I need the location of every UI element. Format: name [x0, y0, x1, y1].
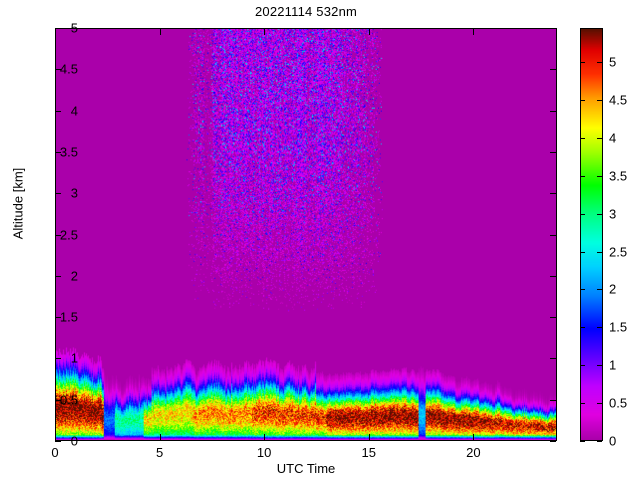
y-tick-label: 3.5 — [59, 144, 78, 160]
heatmap-plot-area — [55, 28, 557, 441]
y-tick-label: 2 — [70, 268, 78, 284]
colorbar-tick-mark-left — [580, 176, 585, 177]
y-tick-label: 1 — [70, 350, 78, 366]
y-tick-mark — [55, 69, 61, 70]
y-tick-mark-right — [550, 358, 556, 359]
y-tick-mark — [55, 358, 61, 359]
colorbar-tick-label: 0.5 — [609, 395, 628, 411]
y-tick-mark — [55, 235, 61, 236]
y-axis-label: Altitude [km] — [10, 167, 26, 240]
colorbar-tick-mark-right — [597, 214, 602, 215]
y-tick-label: 3 — [70, 185, 78, 201]
colorbar-tick-label: 5 — [609, 54, 617, 70]
colorbar-tick-mark-right — [597, 403, 602, 404]
y-tick-mark — [55, 400, 61, 401]
x-tick-label: 5 — [155, 445, 164, 460]
y-tick-label: 0 — [70, 433, 78, 449]
y-tick-mark-right — [550, 152, 556, 153]
y-tick-mark-right — [550, 111, 556, 112]
colorbar-tick-mark-left — [580, 365, 585, 366]
x-tick-mark-top — [264, 29, 265, 35]
x-tick-mark-top — [55, 29, 56, 35]
x-tick-label: 10 — [256, 445, 272, 460]
colorbar-tick-mark-left — [580, 214, 585, 215]
y-tick-mark — [55, 28, 61, 29]
y-tick-mark — [55, 111, 61, 112]
colorbar-tick-label: 3 — [609, 206, 617, 222]
colorbar-tick-mark-left — [580, 327, 585, 328]
y-tick-mark — [55, 193, 61, 194]
colorbar-tick-mark-left — [580, 441, 585, 442]
colorbar-tick-mark-right — [597, 252, 602, 253]
y-tick-label: 1.5 — [59, 309, 78, 325]
colorbar-tick-mark-right — [597, 289, 602, 290]
heatmap-canvas — [56, 29, 556, 440]
x-tick-mark — [160, 434, 161, 440]
y-tick-mark-right — [550, 193, 556, 194]
x-tick-mark-top — [473, 29, 474, 35]
colorbar-tick-label: 3.5 — [609, 168, 628, 184]
colorbar-tick-label: 2.5 — [609, 244, 628, 260]
x-tick-mark — [264, 434, 265, 440]
x-tick-label: 20 — [466, 445, 481, 460]
colorbar-tick-mark-left — [580, 138, 585, 139]
colorbar-tick-mark-right — [597, 138, 602, 139]
colorbar-tick-label: 1 — [609, 357, 617, 373]
y-tick-label: 0.5 — [59, 392, 78, 408]
colorbar-tick-mark-right — [597, 365, 602, 366]
x-tick-mark-top — [160, 29, 161, 35]
y-tick-label: 2.5 — [59, 227, 78, 242]
colorbar-tick-label: 1.5 — [609, 319, 628, 335]
y-tick-mark-right — [550, 317, 556, 318]
y-tick-mark — [55, 317, 61, 318]
x-tick-mark — [55, 434, 56, 440]
y-tick-label: 4.5 — [59, 61, 78, 77]
y-tick-mark — [55, 152, 61, 153]
y-tick-mark-right — [550, 235, 556, 236]
x-tick-mark — [473, 434, 474, 440]
colorbar-tick-mark-right — [597, 441, 602, 442]
colorbar-tick-mark-left — [580, 252, 585, 253]
y-tick-label: 4 — [70, 103, 78, 119]
y-tick-mark-right — [550, 441, 556, 442]
colorbar-tick-label: 2 — [609, 281, 617, 297]
colorbar-tick-label: 0 — [609, 433, 617, 449]
colorbar-tick-mark-left — [580, 62, 585, 63]
x-tick-mark — [369, 434, 370, 440]
colorbar-tick-mark-left — [580, 403, 585, 404]
colorbar-tick-label: 4 — [609, 130, 617, 146]
y-tick-mark-right — [550, 400, 556, 401]
colorbar-tick-mark-right — [597, 176, 602, 177]
y-tick-mark-right — [550, 276, 556, 277]
x-axis-label: UTC Time — [276, 461, 336, 476]
colorbar-tick-label: 4.5 — [609, 92, 628, 108]
colorbar-tick-mark-right — [597, 62, 602, 63]
colorbar-tick-mark-left — [580, 289, 585, 290]
y-tick-mark-right — [550, 28, 556, 29]
x-tick-label: 15 — [361, 445, 376, 460]
y-tick-label: 5 — [70, 20, 78, 36]
chart-title: 20221114 532nm — [254, 4, 358, 19]
y-tick-mark-right — [550, 69, 556, 70]
colorbar-canvas — [581, 29, 602, 440]
colorbar-tick-mark-left — [580, 100, 585, 101]
colorbar-tick-mark-right — [597, 100, 602, 101]
y-tick-mark — [55, 276, 61, 277]
x-tick-label: 0 — [51, 445, 59, 460]
colorbar — [580, 28, 603, 441]
colorbar-tick-mark-right — [597, 327, 602, 328]
x-tick-mark-top — [369, 29, 370, 35]
y-tick-mark — [55, 441, 61, 442]
